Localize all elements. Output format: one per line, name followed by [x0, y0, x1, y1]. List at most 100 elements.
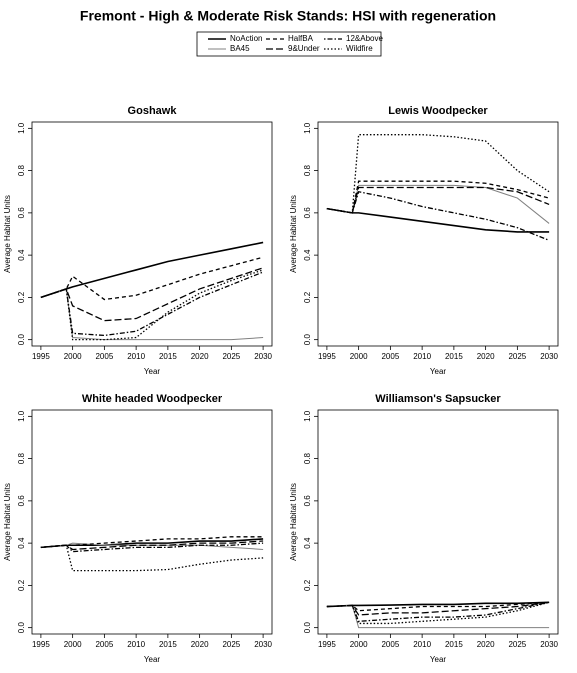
y-tick-label: 0.4	[303, 249, 312, 261]
x-tick-label: 2010	[413, 352, 431, 361]
x-tick-label: 2025	[222, 640, 240, 649]
y-tick-label: 0.4	[17, 249, 26, 261]
series-line	[40, 241, 264, 299]
x-tick-label: 2000	[350, 352, 368, 361]
plot-frame	[317, 409, 559, 635]
series-line	[326, 180, 550, 214]
y-tick-label: 1.0	[17, 122, 26, 134]
series-line	[326, 186, 550, 214]
y-tick-label: 0.6	[303, 495, 312, 507]
x-tick-label: 2030	[540, 352, 558, 361]
series-line	[40, 269, 264, 341]
legend-label: NoAction	[230, 34, 262, 43]
legend-label: 9&Under	[288, 44, 320, 53]
x-tick-label: 2010	[127, 640, 145, 649]
y-tick-label: 0.4	[303, 537, 312, 549]
y-tick-label: 0.8	[303, 164, 312, 176]
x-tick-label: 2005	[95, 640, 113, 649]
series-line	[326, 207, 550, 233]
y-tick-label: 0.6	[17, 495, 26, 507]
x-tick-label: 2005	[381, 352, 399, 361]
y-tick-label: 0.0	[17, 622, 26, 634]
series-line	[326, 134, 550, 214]
plot-frame	[31, 409, 273, 635]
x-tick-label: 2020	[191, 640, 209, 649]
series-line	[326, 601, 550, 616]
legend-label: HalfBA	[288, 34, 314, 43]
y-tick-label: 1.0	[17, 410, 26, 422]
panel-title: Williamson's Sapsucker	[375, 393, 501, 405]
y-tick-label: 0.6	[17, 207, 26, 219]
series-line	[40, 271, 264, 337]
y-tick-label: 0.8	[17, 452, 26, 464]
series-line	[40, 288, 264, 341]
legend-label: BA45	[230, 44, 250, 53]
x-tick-label: 2030	[254, 352, 272, 361]
series-line	[326, 604, 550, 629]
y-axis-label: Average Habitat Units	[3, 483, 12, 561]
x-tick-label: 2010	[413, 640, 431, 649]
y-tick-label: 0.4	[17, 537, 26, 549]
y-tick-label: 1.0	[303, 122, 312, 134]
y-tick-label: 0.8	[303, 452, 312, 464]
x-tick-label: 2020	[477, 352, 495, 361]
y-axis-label: Average Habitat Units	[3, 195, 12, 273]
x-tick-label: 2030	[540, 640, 558, 649]
series-line	[40, 540, 264, 551]
x-tick-label: 1995	[318, 352, 336, 361]
series-line	[326, 190, 550, 241]
series-line	[326, 601, 550, 608]
x-tick-label: 2015	[445, 640, 463, 649]
x-tick-label: 1995	[318, 640, 336, 649]
legend-box	[196, 31, 382, 57]
plot-frame	[317, 121, 559, 347]
series-line	[326, 184, 550, 224]
x-tick-label: 1995	[32, 352, 50, 361]
x-tick-label: 2020	[477, 640, 495, 649]
series-line	[40, 256, 264, 301]
series-line	[40, 542, 264, 550]
series-line	[40, 544, 264, 572]
x-axis-label: Year	[430, 367, 447, 376]
legend-label: 12&Above	[346, 34, 383, 43]
y-tick-label: 0.0	[303, 622, 312, 634]
plot-frame	[31, 121, 273, 347]
x-axis-label: Year	[144, 655, 161, 664]
y-tick-label: 0.0	[17, 334, 26, 346]
x-tick-label: 2020	[191, 352, 209, 361]
panel-title: White headed Woodpecker	[82, 393, 223, 405]
main-title: Fremont - High & Moderate Risk Stands: H…	[80, 8, 496, 24]
x-tick-label: 2000	[64, 640, 82, 649]
series-line	[326, 601, 550, 612]
y-tick-label: 0.8	[17, 164, 26, 176]
x-tick-label: 2000	[350, 640, 368, 649]
y-tick-label: 0.2	[303, 291, 312, 303]
x-tick-label: 2010	[127, 352, 145, 361]
x-axis-label: Year	[144, 367, 161, 376]
y-tick-label: 0.6	[303, 207, 312, 219]
series-line	[40, 542, 264, 553]
y-tick-label: 0.2	[303, 579, 312, 591]
y-axis-label: Average Habitat Units	[289, 195, 298, 273]
y-tick-label: 0.0	[303, 334, 312, 346]
x-tick-label: 2015	[159, 640, 177, 649]
series-line	[326, 601, 550, 625]
panel-title: Lewis Woodpecker	[388, 105, 488, 117]
series-line	[40, 267, 264, 322]
x-tick-label: 2015	[159, 352, 177, 361]
series-line	[40, 538, 264, 549]
y-tick-label: 0.2	[17, 291, 26, 303]
x-tick-label: 2025	[222, 352, 240, 361]
x-tick-label: 2025	[508, 352, 526, 361]
x-tick-label: 2015	[445, 352, 463, 361]
y-axis-label: Average Habitat Units	[289, 483, 298, 561]
y-tick-label: 1.0	[303, 410, 312, 422]
x-tick-label: 2005	[95, 352, 113, 361]
y-tick-label: 0.2	[17, 579, 26, 591]
x-tick-label: 2030	[254, 640, 272, 649]
panel-title: Goshawk	[128, 105, 178, 117]
series-line	[326, 601, 550, 622]
legend-label: Wildfire	[346, 44, 373, 53]
